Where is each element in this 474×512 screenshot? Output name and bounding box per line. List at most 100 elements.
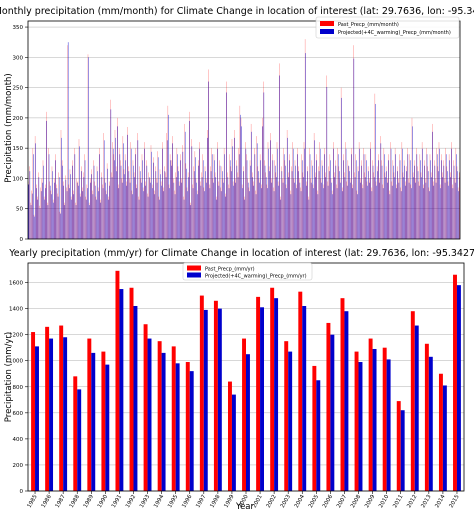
- yearly-x-tick-label: 2011: [392, 494, 404, 509]
- yearly-past-bar: [298, 291, 303, 491]
- yearly-bars: [31, 270, 461, 491]
- yearly-x-tick-label: 1986: [41, 494, 53, 510]
- yearly-projected-bar: [63, 337, 68, 491]
- monthly-y-tick-label: 350: [13, 25, 24, 31]
- yearly-past-bar: [31, 332, 36, 491]
- yearly-y-tick-label: 1600: [9, 281, 23, 287]
- yearly-x-tick-label: 1989: [83, 494, 95, 510]
- yearly-x-tick-label: 2003: [280, 494, 292, 510]
- yearly-past-bar: [143, 324, 148, 491]
- yearly-x-tick-label: 2012: [406, 494, 418, 509]
- yearly-x-tick-label: 2009: [364, 494, 376, 510]
- yearly-x-tick-label: 2005: [308, 494, 320, 510]
- monthly-legend-box: [315, 16, 460, 39]
- yearly-past-bar: [424, 343, 429, 491]
- monthly-plot-frame: [27, 20, 461, 240]
- yearly-x-ticks: 1985 1986 1987 1988 1989 1990 1991 1992 1993 1994…: [27, 491, 461, 509]
- yearly-x-tick-label: 2007: [336, 494, 348, 510]
- yearly-projected-bar: [35, 346, 39, 491]
- yearly-past-bar: [213, 300, 218, 491]
- yearly-y-tick-label: 1400: [9, 307, 23, 313]
- yearly-projected-bar: [400, 410, 405, 491]
- yearly-past-bar: [242, 338, 246, 491]
- yearly-projected-bar: [77, 389, 82, 491]
- yearly-past-bar: [199, 295, 204, 491]
- yearly-projected-bar: [133, 305, 138, 491]
- monthly-y-tick-label: 150: [13, 146, 24, 152]
- yearly-projected-bar: [189, 371, 194, 491]
- yearly-x-tick-label: 2014: [434, 494, 446, 510]
- yearly-x-tick-label: 2015: [449, 494, 461, 510]
- monthly-y-ticks: 0 50 100 150 200 250 300 350: [13, 25, 28, 243]
- yearly-y-tick-label: 600: [13, 411, 24, 417]
- yearly-y-ticks: 0 200 400 600 800 1000 1200 1400 1600: [9, 281, 28, 495]
- yearly-projected-bar: [161, 352, 166, 491]
- yearly-projected-bar: [372, 348, 377, 491]
- yearly-x-tick-label: 1995: [167, 494, 179, 510]
- yearly-projected-bar: [442, 385, 447, 491]
- yearly-legend-projected-label: Projected(+4C_warming)_Precp_(mm/yr): [205, 274, 307, 280]
- yearly-past-bar: [171, 346, 176, 491]
- yearly-past-bar: [368, 338, 373, 491]
- monthly-y-tick-label: 200: [13, 116, 24, 122]
- yearly-past-bar: [101, 351, 106, 491]
- yearly-x-tick-label: 2002: [266, 494, 278, 509]
- yearly-projected-bar: [302, 305, 307, 491]
- yearly-projected-bar: [119, 289, 124, 491]
- yearly-projected-bar: [49, 338, 54, 491]
- yearly-projected-bar: [91, 352, 96, 491]
- yearly-y-tick-label: 1200: [9, 333, 23, 339]
- yearly-projected-bar: [246, 354, 250, 491]
- yearly-projected-bar: [414, 325, 419, 491]
- yearly-past-bar: [87, 338, 92, 491]
- yearly-x-tick-label: 1993: [139, 494, 151, 510]
- monthly-legend-projected-label: Projected(+4C_warming)_Precp_(mm/month): [338, 30, 451, 36]
- monthly-y-tick-label: 250: [13, 86, 24, 92]
- yearly-x-axis-label: Year: [235, 502, 255, 512]
- yearly-y-tick-label: 0: [20, 489, 24, 495]
- yearly-x-tick-label: 1994: [153, 494, 165, 510]
- yearly-x-tick-label: 2013: [420, 494, 432, 510]
- yearly-x-tick-label: 2001: [252, 494, 264, 509]
- yearly-projected-bar: [456, 285, 461, 491]
- yearly-past-bar: [312, 365, 317, 491]
- yearly-x-tick-label: 1996: [181, 494, 193, 510]
- monthly-y-tick-label: 100: [13, 176, 24, 182]
- yearly-past-bar: [129, 287, 134, 491]
- yearly-y-tick-label: 800: [13, 385, 24, 391]
- yearly-past-bar: [45, 326, 50, 491]
- yearly-past-bar: [73, 376, 78, 491]
- yearly-x-tick-label: 1991: [111, 494, 123, 509]
- monthly-y-tick-label: 0: [20, 237, 24, 243]
- yearly-legend-swatch-projected: [187, 272, 201, 278]
- yearly-projected-bar: [330, 334, 335, 491]
- yearly-chart: Yearly precipitation (mm/yr) for Climate…: [4, 248, 474, 512]
- yearly-x-tick-label: 1987: [55, 494, 67, 510]
- yearly-projected-bar: [288, 351, 293, 491]
- yearly-x-tick-label: 1990: [97, 494, 109, 510]
- yearly-x-tick-label: 2006: [322, 494, 334, 510]
- yearly-past-bar: [410, 311, 415, 491]
- yearly-chart-title: Yearly precipitation (mm/yr) for Climate…: [8, 248, 474, 259]
- yearly-past-bar: [157, 341, 162, 491]
- yearly-past-bar: [453, 274, 457, 491]
- monthly-y-tick-label: 300: [13, 55, 24, 61]
- monthly-legend: Past_Precp_(mm/month) Projected(+4C_warm…: [315, 16, 460, 39]
- yearly-projected-bar: [358, 362, 363, 491]
- yearly-y-axis-label: Precipitation (mm/yr): [4, 332, 14, 422]
- yearly-x-tick-label: 1992: [125, 494, 137, 509]
- yearly-projected-bar: [203, 309, 208, 491]
- yearly-past-bar: [438, 373, 443, 491]
- yearly-legend: Past_Precp_(mm/yr) Projected(+4C_warming…: [182, 262, 313, 281]
- yearly-y-tick-label: 200: [13, 463, 24, 469]
- yearly-projected-bar: [231, 394, 236, 491]
- yearly-legend-past-label: Past_Precp_(mm/yr): [205, 267, 255, 273]
- yearly-legend-box: [182, 262, 313, 281]
- yearly-projected-bar: [274, 298, 279, 491]
- yearly-x-tick-label: 1988: [69, 494, 81, 510]
- yearly-projected-bar: [105, 364, 110, 491]
- yearly-projected-bar: [386, 359, 391, 491]
- yearly-x-tick-label: 1985: [27, 494, 39, 510]
- yearly-projected-bar: [175, 363, 180, 491]
